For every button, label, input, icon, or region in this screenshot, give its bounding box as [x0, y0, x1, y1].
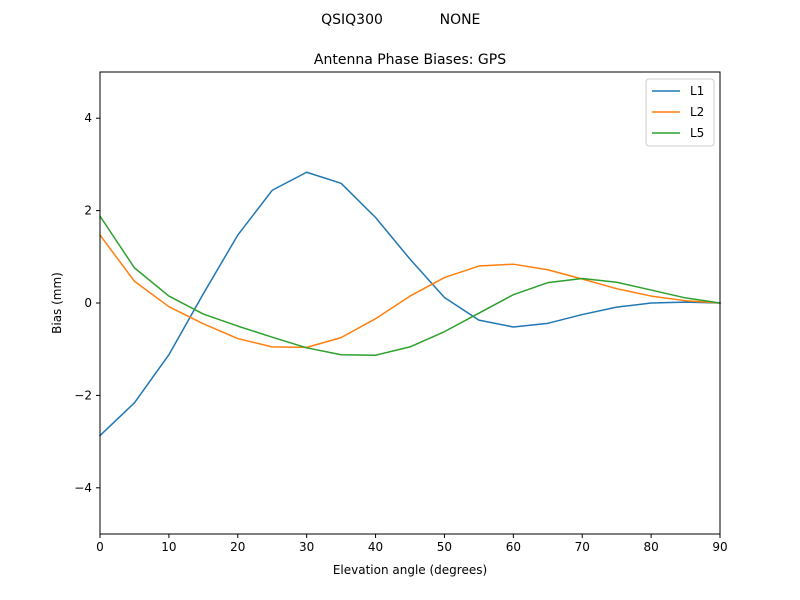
y-axis-ticks: −4 −2 0 2 4	[74, 111, 100, 495]
y-tick-label: 4	[84, 111, 92, 125]
x-tick-label: 60	[506, 540, 521, 554]
series-line-l2	[98, 234, 721, 349]
legend-label-l5: L5	[690, 126, 704, 140]
suptitle-right: NONE	[440, 12, 481, 28]
y-tick-label: −2	[74, 388, 92, 402]
x-axis-ticks: 0 10 20 30 40 50 60 70 80 90	[96, 534, 728, 554]
x-tick-label: 10	[161, 540, 176, 554]
x-tick-label: 40	[368, 540, 383, 554]
y-tick-label: 2	[84, 204, 92, 218]
y-tick-label: −4	[74, 481, 92, 495]
series-line-l5	[98, 215, 721, 356]
chart-title: Antenna Phase Biases: GPS	[314, 52, 506, 68]
x-tick-label: 20	[230, 540, 245, 554]
legend-label-l1: L1	[690, 84, 704, 98]
legend: L1 L2 L5	[645, 78, 715, 147]
x-tick-label: 80	[643, 540, 658, 554]
y-axis-label: Bias (mm)	[50, 272, 64, 334]
series-layer	[98, 171, 721, 437]
legend-items: L1 L2 L5	[652, 84, 704, 140]
suptitle-left: QSIQ300	[321, 12, 383, 28]
x-tick-label: 0	[96, 540, 104, 554]
series-line-l1	[98, 171, 721, 437]
x-tick-label: 30	[299, 540, 314, 554]
y-tick-label: 0	[84, 296, 92, 310]
x-tick-label: 90	[712, 540, 727, 554]
x-tick-label: 70	[575, 540, 590, 554]
x-axis-label: Elevation angle (degrees)	[333, 563, 487, 577]
x-tick-label: 50	[437, 540, 452, 554]
legend-label-l2: L2	[690, 105, 704, 119]
